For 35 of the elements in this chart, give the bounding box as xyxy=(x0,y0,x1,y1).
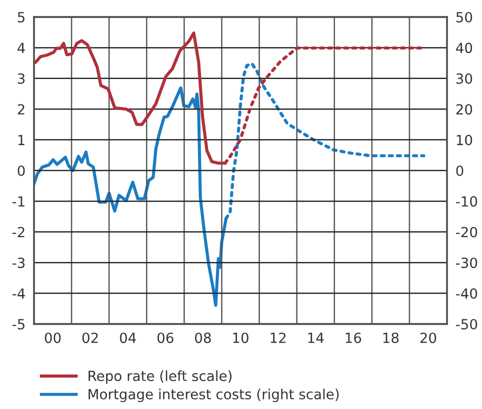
y2-tick-label: -10 xyxy=(456,196,478,207)
x-tick-label: 06 xyxy=(157,332,174,344)
y-tick-label: -2 xyxy=(12,226,24,238)
legend-label: Repo rate (left scale) xyxy=(88,370,232,384)
y2-tick-label: -30 xyxy=(456,258,478,268)
y2-tick-label: 0 xyxy=(456,165,464,176)
x-tick-label: 16 xyxy=(346,332,362,344)
y2-tick-label: 10 xyxy=(456,134,472,146)
x-tick-label: 18 xyxy=(383,332,399,344)
x-tick-label: 14 xyxy=(308,332,324,343)
y2-tick-label: -20 xyxy=(456,226,478,238)
y-tick-label: 2 xyxy=(18,104,24,114)
y2-tick-label: 40 xyxy=(456,42,472,54)
y2-tick-label: 50 xyxy=(456,12,472,22)
y-tick-label: 0 xyxy=(18,165,25,176)
x-tick-label: 04 xyxy=(120,332,136,344)
y-tick-label: 3 xyxy=(18,73,25,84)
y2-tick-label: 20 xyxy=(456,104,472,115)
x-tick-label: 12 xyxy=(270,332,286,343)
y-tick-label: -3 xyxy=(12,258,25,268)
y2-tick-label: -40 xyxy=(456,288,478,299)
y-tick-label: -1 xyxy=(12,196,24,206)
y-tick-label: -5 xyxy=(12,319,24,330)
x-tick-label: 08 xyxy=(195,332,211,344)
x-tick-label: 20 xyxy=(420,332,436,344)
x-tick-label: 02 xyxy=(82,332,98,344)
y-tick-label: 5 xyxy=(18,12,24,22)
y-tick-label: 4 xyxy=(18,42,25,53)
y-tick-label: 1 xyxy=(18,134,24,146)
x-tick-label: 10 xyxy=(233,332,248,344)
x-tick-label: 00 xyxy=(44,332,61,344)
y2-tick-label: 30 xyxy=(456,73,472,84)
legend-label: Mortgage interest costs (right scale) xyxy=(88,388,339,402)
y2-tick-label: -50 xyxy=(456,318,478,330)
y-tick-label: -4 xyxy=(12,288,25,299)
